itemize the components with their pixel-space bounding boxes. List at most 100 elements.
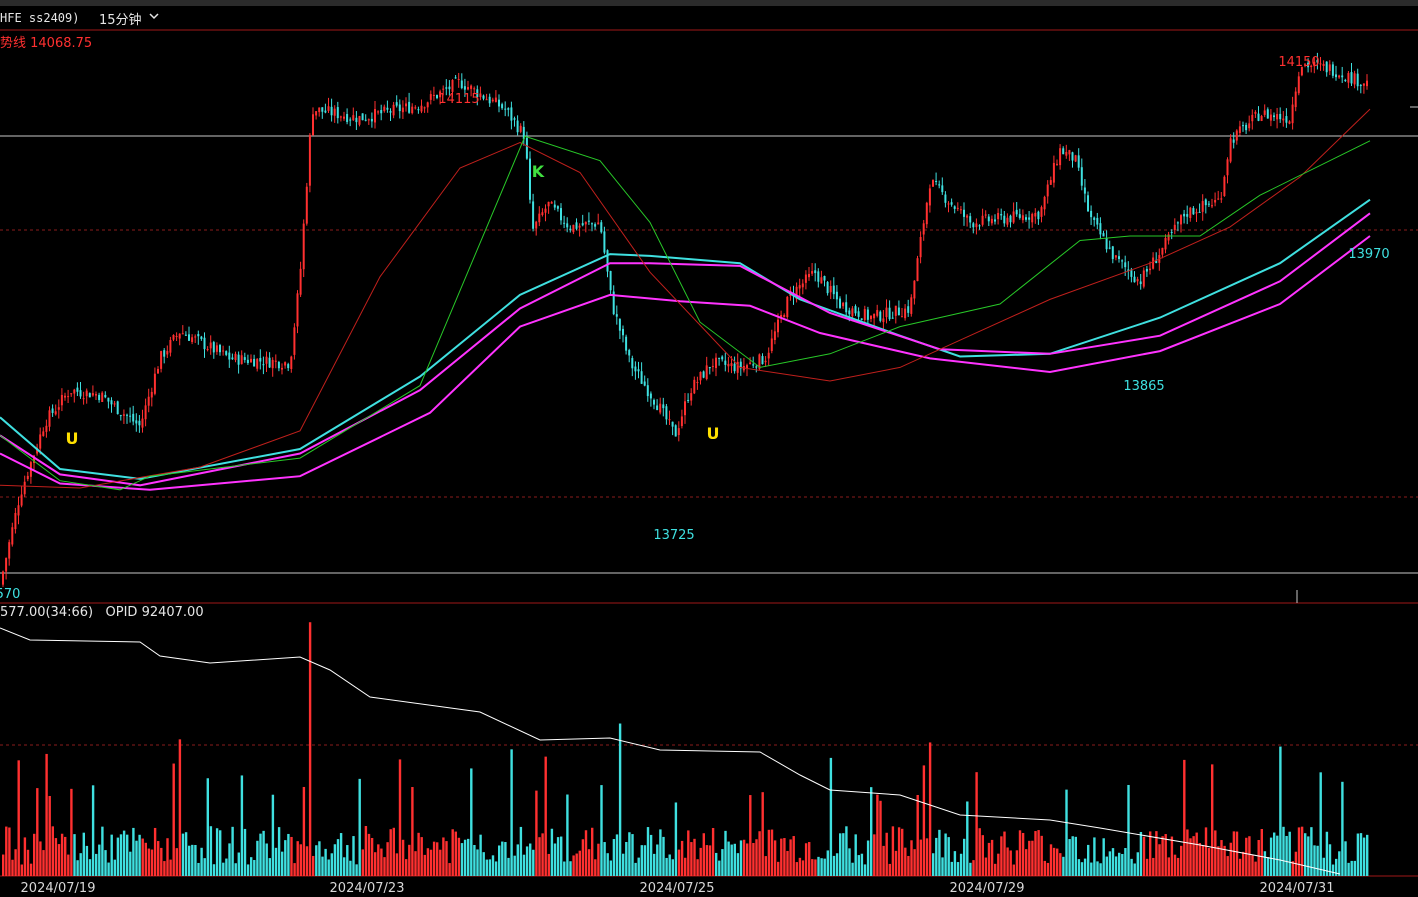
volume-bar (265, 843, 268, 876)
candle (801, 279, 804, 295)
volume-bar (64, 836, 67, 876)
candle (817, 268, 820, 288)
volume-bar (708, 845, 712, 876)
candle (1155, 252, 1158, 264)
candle (556, 205, 559, 212)
volume-bar (144, 842, 147, 876)
candle (1074, 154, 1077, 163)
volume-bar (253, 860, 256, 876)
candle (1310, 64, 1313, 73)
volume-bar (135, 840, 138, 876)
candle (70, 393, 73, 397)
candle (442, 85, 445, 96)
volume-bar (1232, 831, 1236, 876)
candle (116, 400, 119, 415)
ma-green-line (0, 135, 1371, 491)
volume-bar (70, 788, 73, 876)
candle (206, 346, 209, 352)
volume-bar (591, 827, 594, 876)
volume-bar (1183, 759, 1186, 876)
volume-bar (333, 844, 337, 876)
volume-bar (860, 853, 864, 876)
candle (994, 214, 996, 225)
candle (91, 385, 94, 397)
candle (711, 358, 714, 372)
period-selector[interactable]: 15分钟 (99, 13, 142, 28)
candle (755, 365, 758, 373)
volume-bar (1158, 844, 1161, 876)
candle (153, 367, 156, 396)
candle (175, 332, 178, 341)
candle (693, 376, 696, 395)
candle (1065, 144, 1068, 159)
volume-bar (687, 830, 690, 876)
volume-bar (857, 855, 860, 876)
candle (135, 413, 138, 432)
candle (780, 310, 783, 323)
candle (408, 92, 411, 114)
volume-bar (380, 848, 383, 876)
volume-header: 577.00(34:66) OPID 92407.00 (0, 605, 204, 620)
candle (904, 304, 907, 321)
candle (643, 375, 646, 387)
volume-bar (126, 834, 129, 876)
volume-bar (1102, 838, 1105, 876)
candle (1133, 271, 1136, 283)
volume-bar (724, 830, 727, 876)
candle (1040, 205, 1043, 223)
volume-bar (60, 833, 64, 876)
candle (913, 280, 916, 305)
volume-bar (48, 795, 51, 876)
volume-bar (538, 837, 541, 876)
volume-bar (513, 855, 516, 876)
candle (386, 100, 389, 113)
volume-bar (1310, 827, 1313, 876)
candle (467, 80, 469, 91)
volume-bar (659, 829, 662, 876)
volume-bar (1145, 858, 1149, 876)
candle (897, 300, 900, 316)
candle (873, 313, 876, 327)
candle (1059, 144, 1062, 170)
volume-bar (460, 843, 464, 876)
candle (64, 392, 66, 401)
volume-bar (166, 838, 169, 876)
candle (587, 212, 590, 225)
volume-bar (188, 845, 191, 876)
candle (665, 403, 668, 425)
volume-bar (755, 839, 758, 876)
candle (8, 539, 11, 566)
candle (76, 382, 79, 397)
candle (1322, 60, 1325, 71)
candle (2, 570, 4, 587)
volume-bar (705, 845, 709, 876)
volume-bar (212, 864, 216, 876)
candle (891, 311, 894, 319)
candle (1307, 58, 1310, 73)
volume-bar (330, 853, 333, 876)
candle (191, 334, 194, 345)
volume-bar (1297, 827, 1301, 876)
candle (916, 255, 919, 282)
volume-bar (436, 842, 439, 876)
volume-bar (79, 853, 82, 876)
volume-bar (1226, 856, 1229, 876)
volume-bar (922, 765, 926, 876)
volume-bar (172, 763, 175, 876)
volume-bar (262, 830, 265, 876)
volume-bar (780, 838, 783, 876)
volume-bar (132, 827, 135, 876)
candle (615, 305, 618, 325)
volume-bar (842, 833, 845, 876)
volume-bar (742, 839, 746, 876)
volume-bar (612, 839, 616, 876)
volume-bar (445, 841, 448, 876)
volume-bar (916, 794, 919, 876)
volume-bar (107, 862, 110, 876)
chevron-down-icon[interactable] (148, 10, 160, 25)
volume-bar (727, 841, 730, 876)
volume-bar (770, 829, 774, 876)
volume-bar (1040, 835, 1043, 876)
candle (1254, 110, 1257, 119)
